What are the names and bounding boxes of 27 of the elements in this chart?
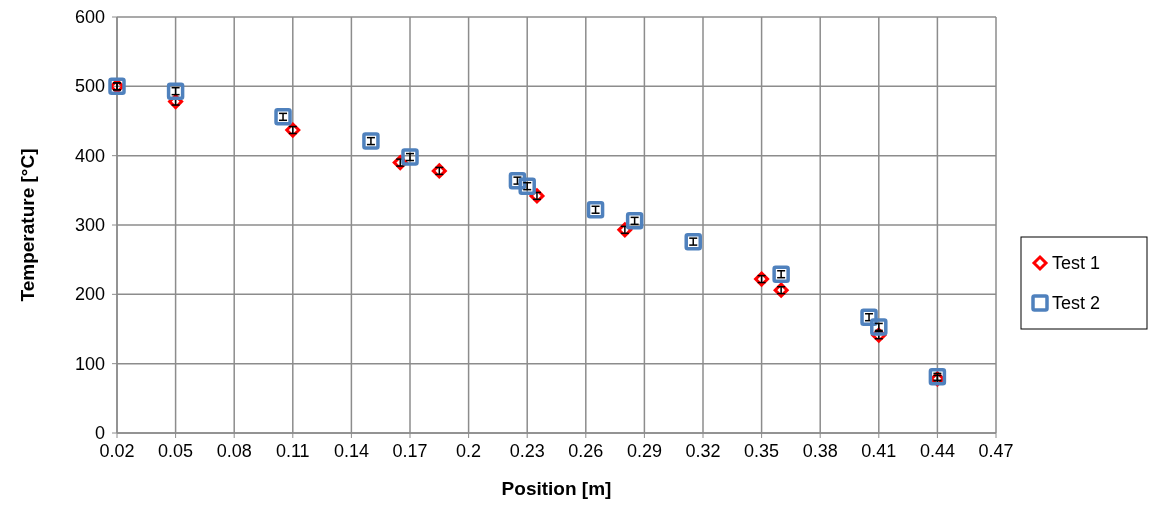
x-tick-label: 0.35	[744, 441, 780, 461]
x-axis-title: Position [m]	[501, 478, 612, 499]
x-tick-label: 0.14	[333, 441, 369, 461]
x-tick-label: 0.44	[919, 441, 955, 461]
x-tick-label: 0.26	[568, 441, 604, 461]
legend-label: Test 2	[1052, 293, 1101, 313]
x-tick-label: 0.32	[685, 441, 721, 461]
y-tick-label: 200	[74, 284, 105, 305]
y-tick-label: 400	[74, 145, 105, 166]
x-tick-label: 0.05	[158, 441, 194, 461]
x-tick-label: 0.08	[216, 441, 252, 461]
y-axis-title: Temperature [°C]	[17, 148, 38, 302]
x-tick-label: 0.02	[99, 441, 135, 461]
y-tick-label: 300	[74, 215, 105, 235]
legend-label: Test 1	[1052, 253, 1101, 273]
y-tick-label: 600	[74, 7, 105, 27]
x-tick-label: 0.38	[802, 441, 838, 461]
x-tick-label: 0.17	[392, 441, 428, 461]
y-tick-label: 100	[74, 353, 105, 374]
y-tick-label: 500	[74, 76, 105, 97]
y-tick-label: 0	[94, 423, 105, 443]
x-tick-label: 0.41	[861, 441, 897, 461]
x-tick-label: 0.47	[978, 441, 1014, 461]
x-tick-label: 0.2	[456, 441, 482, 461]
x-tick-label: 0.11	[275, 441, 310, 461]
x-tick-label: 0.23	[509, 441, 545, 461]
x-tick-label: 0.29	[626, 441, 662, 461]
